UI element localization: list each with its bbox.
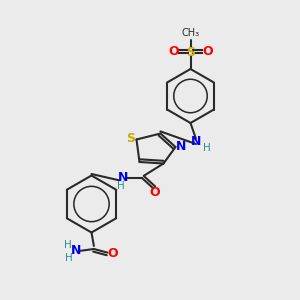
Text: O: O: [149, 185, 160, 199]
Text: O: O: [202, 45, 213, 58]
Text: N: N: [176, 140, 186, 153]
Text: N: N: [191, 134, 202, 148]
Text: N: N: [71, 244, 81, 257]
Text: O: O: [168, 45, 179, 58]
Text: CH₃: CH₃: [182, 28, 200, 38]
Text: H: H: [65, 253, 73, 263]
Text: H: H: [203, 142, 211, 153]
Text: H: H: [64, 240, 72, 250]
Text: N: N: [118, 171, 128, 184]
Text: S: S: [127, 132, 136, 146]
Text: O: O: [107, 247, 118, 260]
Text: H: H: [117, 181, 125, 191]
Text: S: S: [186, 46, 195, 59]
